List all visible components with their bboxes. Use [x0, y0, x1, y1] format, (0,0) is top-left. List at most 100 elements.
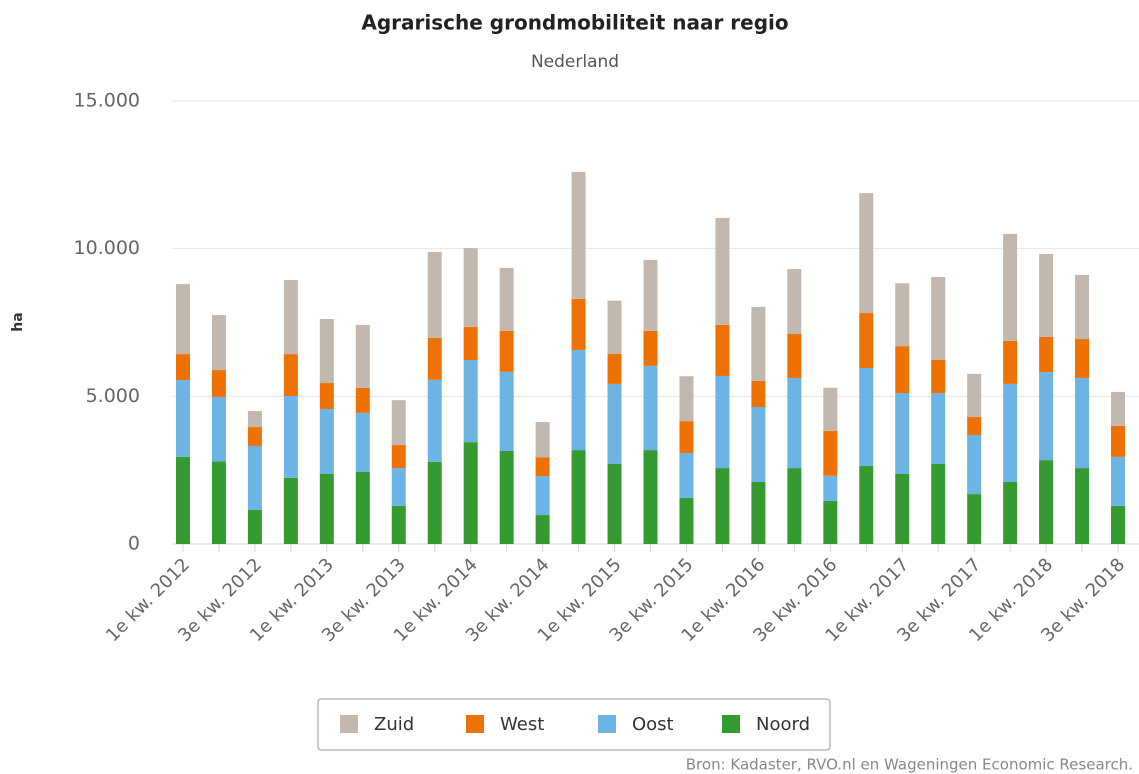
bar-segment — [175, 284, 190, 355]
bar-segment — [1111, 425, 1126, 457]
bar-segment — [967, 417, 982, 436]
bar-segment — [823, 500, 838, 544]
bar-segment — [175, 456, 190, 544]
bar-segment — [787, 269, 802, 335]
bar-segment — [715, 324, 730, 376]
bar-segment — [679, 421, 694, 454]
bar-segment — [463, 442, 478, 544]
bar-segment — [247, 510, 262, 544]
bar-segment — [1075, 339, 1090, 379]
bar-segment — [607, 353, 622, 384]
bar-segment — [895, 283, 910, 347]
bar-segment — [859, 193, 874, 314]
bar-segment — [967, 435, 982, 495]
bar-segment — [787, 378, 802, 469]
y-tick-label: 0 — [128, 533, 140, 555]
bar-segment — [571, 349, 586, 451]
bar-segment — [391, 400, 406, 446]
bar-segment — [859, 313, 874, 368]
bar-segment — [319, 318, 334, 384]
legend-swatch — [466, 715, 484, 733]
bar-segment — [715, 217, 730, 325]
bar-segment — [1039, 336, 1054, 373]
legend-box — [317, 698, 831, 751]
bar-segment — [499, 450, 514, 544]
bar-segment — [1003, 383, 1018, 482]
bar-segment — [967, 373, 982, 418]
bar-segment — [283, 477, 298, 544]
bar-segment — [535, 457, 550, 477]
bar-segment — [1075, 378, 1090, 469]
bar-segment — [859, 367, 874, 467]
bar-segment — [859, 466, 874, 544]
bar-segment — [679, 453, 694, 498]
bar-segment — [931, 463, 946, 544]
bar-segment — [931, 393, 946, 464]
bar-segment — [535, 515, 550, 544]
chart-title: Agrarische grondmobiliteit naar regio — [361, 11, 788, 35]
bar-segment — [499, 371, 514, 451]
bar-segment — [319, 409, 334, 475]
bar-segment — [355, 471, 370, 544]
bar-segment — [535, 422, 550, 458]
bar-segment — [1003, 340, 1018, 384]
bar-segment — [1039, 460, 1054, 544]
legend-label: Noord — [756, 714, 810, 735]
bar-segment — [571, 171, 586, 299]
legend-label: Zuid — [374, 714, 414, 735]
bar-segment — [175, 380, 190, 457]
bar-segment — [931, 277, 946, 361]
bar-segment — [283, 396, 298, 478]
bar-segment — [787, 334, 802, 379]
y-tick-label: 15.000 — [74, 90, 140, 112]
bar-segment — [823, 475, 838, 501]
bar-segment — [895, 393, 910, 475]
bar-segment — [535, 476, 550, 516]
bar-segment — [751, 306, 766, 381]
bar-segment — [751, 406, 766, 482]
bar-segment — [211, 461, 226, 544]
bar-segment — [355, 387, 370, 413]
bar-segment — [607, 300, 622, 354]
bar-segment — [247, 427, 262, 446]
bar-segment — [751, 380, 766, 407]
bar-segment — [607, 463, 622, 544]
bar-segment — [1075, 274, 1090, 340]
bar-segment — [391, 468, 406, 506]
y-tick-label: 5.000 — [86, 385, 140, 407]
bar-segment — [319, 383, 334, 410]
bar-segment — [967, 494, 982, 544]
legend-label: West — [500, 714, 544, 735]
bar-segment — [355, 324, 370, 388]
bar-segment — [679, 376, 694, 422]
bar-segment — [751, 481, 766, 544]
bar-segment — [823, 387, 838, 431]
source: Bron: Kadaster, RVO.nl en Wageningen Eco… — [686, 756, 1133, 774]
bar-segment — [1111, 391, 1126, 426]
bar-segment — [1075, 468, 1090, 544]
bar-segment — [1003, 233, 1018, 341]
bar-segment — [463, 360, 478, 443]
bar-segment — [643, 330, 658, 366]
bar-segment — [463, 326, 478, 361]
bar-segment — [247, 411, 262, 428]
bar-segment — [499, 267, 514, 331]
y-axis-title: ha — [10, 312, 26, 331]
y-tick-label: 10.000 — [74, 237, 140, 259]
bar-segment — [427, 251, 442, 338]
bar-segment — [283, 354, 298, 397]
bar-segment — [607, 383, 622, 464]
bar-segment — [211, 370, 226, 397]
bar-segment — [643, 259, 658, 331]
chart-subtitle: Nederland — [531, 52, 619, 72]
bar-segment — [715, 375, 730, 469]
bar-segment — [1039, 372, 1054, 461]
legend-swatch — [340, 715, 358, 733]
bar-segment — [463, 248, 478, 327]
bar-segment — [823, 430, 838, 476]
legend-swatch — [722, 715, 740, 733]
legend-swatch — [598, 715, 616, 733]
bar-segment — [499, 330, 514, 372]
bar-segment — [895, 346, 910, 394]
